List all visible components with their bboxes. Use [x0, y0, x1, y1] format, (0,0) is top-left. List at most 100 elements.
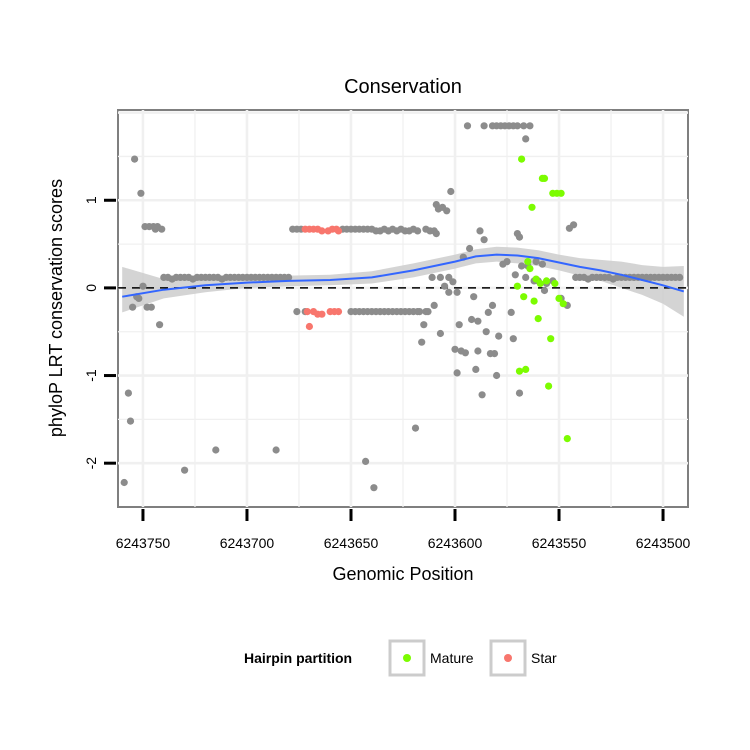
point-other	[570, 221, 578, 229]
point-mature	[520, 293, 528, 301]
legend-key-star	[489, 639, 527, 677]
legend-label-mature: Mature	[430, 650, 474, 666]
point-other	[509, 335, 517, 343]
x-tick-label: 6243550	[532, 535, 587, 551]
point-mature	[513, 282, 522, 290]
y-tick-label: 0	[83, 284, 99, 292]
point-mature	[542, 277, 551, 285]
y-tick-label: 1	[83, 196, 99, 204]
point-other	[411, 424, 420, 432]
x-tick-label: 6243600	[428, 535, 483, 551]
smooth-line	[122, 253, 685, 298]
legend-dot-mature	[403, 654, 411, 662]
point-mature	[518, 155, 526, 163]
point-other	[156, 321, 164, 329]
point-other	[137, 189, 145, 197]
point-other	[129, 303, 137, 311]
point-mature	[536, 279, 544, 288]
point-other	[212, 446, 220, 454]
point-other	[515, 389, 524, 397]
y-tick-label: -2	[83, 457, 99, 470]
point-other	[453, 369, 461, 377]
point-other	[362, 457, 370, 465]
point-mature	[551, 279, 559, 288]
point-other	[488, 301, 497, 309]
point-other	[451, 345, 459, 353]
legend-label-star: Star	[531, 650, 557, 666]
point-other	[466, 244, 474, 253]
point-mature	[524, 258, 532, 266]
point-other	[526, 122, 534, 130]
point-other	[430, 301, 438, 309]
point-other	[515, 233, 524, 241]
point-mature	[528, 203, 536, 211]
point-other	[518, 262, 526, 270]
point-other	[474, 347, 482, 355]
point-mature	[557, 189, 565, 197]
point-other	[181, 466, 189, 474]
point-star	[303, 308, 311, 316]
point-mature	[555, 294, 563, 302]
point-other	[432, 230, 440, 238]
point-other	[480, 122, 488, 130]
point-mature	[534, 315, 542, 323]
point-other	[522, 135, 530, 143]
point-other	[441, 282, 449, 290]
data-points	[120, 122, 684, 492]
point-mature	[563, 435, 571, 443]
point-other	[461, 349, 469, 357]
point-other	[124, 389, 132, 397]
point-other	[522, 273, 530, 281]
point-other	[532, 258, 540, 266]
legend-dot-star	[504, 654, 512, 662]
point-other	[443, 207, 451, 215]
x-tick-label: 6243650	[324, 535, 379, 551]
point-star	[334, 227, 343, 235]
point-mature	[526, 265, 534, 273]
point-other	[493, 371, 501, 380]
x-axis: 6243750 6243700 6243650 6243600 6243550 62435…	[116, 509, 691, 551]
point-mature	[545, 382, 553, 390]
point-other	[449, 278, 457, 286]
point-other	[418, 338, 426, 346]
point-other	[484, 308, 492, 316]
point-other	[453, 288, 461, 296]
point-star	[318, 227, 326, 235]
legend-title: Hairpin partition	[244, 650, 352, 666]
point-other	[474, 317, 482, 325]
point-other	[482, 328, 490, 336]
point-other	[436, 273, 444, 281]
point-other	[272, 446, 280, 454]
point-other	[520, 122, 528, 130]
point-other	[540, 286, 549, 295]
smooth-curve	[122, 253, 685, 298]
legend: Hairpin partition Mature Star	[244, 639, 557, 677]
x-tick-label: 6243500	[636, 535, 691, 551]
point-other	[503, 258, 511, 266]
point-other	[428, 273, 436, 281]
point-star	[318, 310, 326, 318]
x-axis-label: Genomic Position	[332, 564, 473, 584]
point-other	[370, 484, 378, 492]
point-other	[445, 288, 453, 296]
point-other	[480, 236, 488, 244]
grid-lines	[118, 110, 688, 507]
point-other	[158, 225, 166, 233]
point-mature	[559, 300, 567, 308]
point-other	[511, 271, 519, 279]
point-other	[513, 122, 522, 130]
point-other	[490, 350, 499, 358]
point-other	[463, 122, 472, 130]
point-other	[414, 227, 422, 235]
point-other	[147, 303, 155, 311]
y-axis-label: phyloP LRT conservation scores	[46, 179, 66, 437]
point-other	[447, 187, 455, 196]
point-other	[120, 478, 128, 487]
point-other	[507, 308, 515, 316]
point-other	[495, 332, 503, 340]
point-other	[472, 365, 480, 373]
point-other	[476, 227, 484, 235]
point-mature	[515, 367, 524, 375]
chart-title: Conservation	[344, 76, 462, 98]
